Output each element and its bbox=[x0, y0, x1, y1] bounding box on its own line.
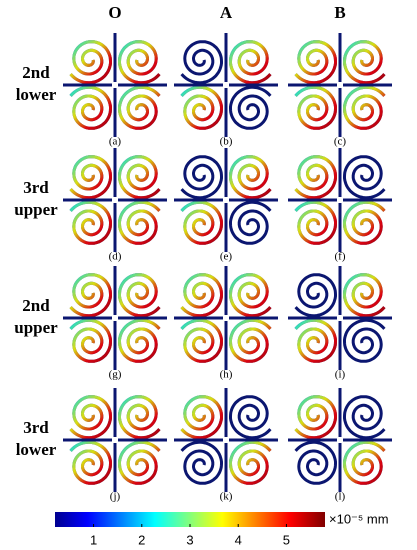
panel-label: (b) bbox=[220, 136, 233, 148]
panel-label: (c) bbox=[334, 136, 347, 148]
spiral bbox=[294, 440, 337, 485]
panel-label: (e) bbox=[220, 251, 233, 263]
field-overlay bbox=[294, 85, 337, 130]
row-label: 2nd bbox=[22, 296, 50, 315]
panel-label: (k) bbox=[220, 491, 233, 503]
row-label: lower bbox=[16, 440, 57, 459]
field-overlay bbox=[180, 318, 223, 363]
spiral bbox=[229, 395, 272, 440]
panel-label: (h) bbox=[220, 369, 233, 381]
field-overlay bbox=[294, 395, 337, 440]
row-label: 2nd bbox=[22, 63, 50, 82]
field-overlay bbox=[343, 273, 386, 318]
field-overlay bbox=[229, 318, 272, 363]
panel-label: (g) bbox=[109, 369, 122, 381]
spiral bbox=[343, 395, 386, 440]
field-overlay bbox=[294, 200, 337, 245]
field-overlay bbox=[294, 318, 337, 363]
field-overlay bbox=[180, 395, 223, 440]
field-overlay bbox=[343, 85, 386, 130]
column-header: O bbox=[108, 3, 121, 22]
panel-label: (d) bbox=[109, 251, 122, 263]
spiral bbox=[229, 200, 272, 245]
tick-label: 2 bbox=[138, 532, 145, 547]
field-overlay bbox=[229, 40, 272, 85]
panel-label: (a) bbox=[109, 136, 122, 148]
field-overlay bbox=[118, 200, 161, 245]
field-overlay bbox=[69, 40, 112, 85]
spiral bbox=[343, 318, 386, 363]
spiral bbox=[180, 440, 223, 485]
field-overlay bbox=[343, 40, 386, 85]
field-overlay bbox=[69, 318, 112, 363]
field-overlay bbox=[118, 155, 161, 200]
panel-label: (j) bbox=[110, 491, 121, 503]
field-overlay bbox=[118, 85, 161, 130]
row-label: 3rd bbox=[23, 178, 49, 197]
field-overlay bbox=[69, 440, 112, 485]
field-overlay bbox=[118, 395, 161, 440]
field-overlay bbox=[69, 155, 112, 200]
panel-label: (i) bbox=[335, 369, 346, 381]
field-overlay bbox=[343, 440, 386, 485]
field-overlay bbox=[118, 440, 161, 485]
field-overlay bbox=[180, 273, 223, 318]
spiral bbox=[343, 155, 386, 200]
spiral bbox=[180, 155, 223, 200]
tick-label: 1 bbox=[90, 532, 97, 547]
field-overlay bbox=[294, 40, 337, 85]
field-overlay bbox=[229, 273, 272, 318]
field-overlay bbox=[69, 85, 112, 130]
field-overlay bbox=[229, 155, 272, 200]
row-label: upper bbox=[14, 200, 58, 219]
column-header: B bbox=[334, 3, 345, 22]
colorbar-unit: ×10⁻⁵ mm bbox=[329, 511, 389, 526]
field-overlay bbox=[69, 395, 112, 440]
row-label: lower bbox=[16, 85, 57, 104]
field-overlay bbox=[180, 85, 223, 130]
panel-label: (l) bbox=[335, 491, 346, 503]
tick-label: 5 bbox=[283, 532, 290, 547]
field-overlay bbox=[343, 200, 386, 245]
field-overlay bbox=[69, 273, 112, 318]
tick-label: 4 bbox=[235, 532, 242, 547]
spiral bbox=[180, 40, 223, 85]
tick-label: 3 bbox=[186, 532, 193, 547]
column-header: A bbox=[220, 3, 233, 22]
field-overlay bbox=[69, 200, 112, 245]
spiral bbox=[294, 273, 337, 318]
field-overlay bbox=[118, 318, 161, 363]
panel-label: (f) bbox=[335, 251, 346, 263]
field-overlay bbox=[229, 440, 272, 485]
spiral bbox=[229, 85, 272, 130]
field-overlay bbox=[294, 155, 337, 200]
colorbar bbox=[55, 512, 325, 527]
field-overlay bbox=[118, 40, 161, 85]
row-label: upper bbox=[14, 318, 58, 337]
field-overlay bbox=[118, 273, 161, 318]
field-overlay bbox=[180, 200, 223, 245]
row-label: 3rd bbox=[23, 418, 49, 437]
